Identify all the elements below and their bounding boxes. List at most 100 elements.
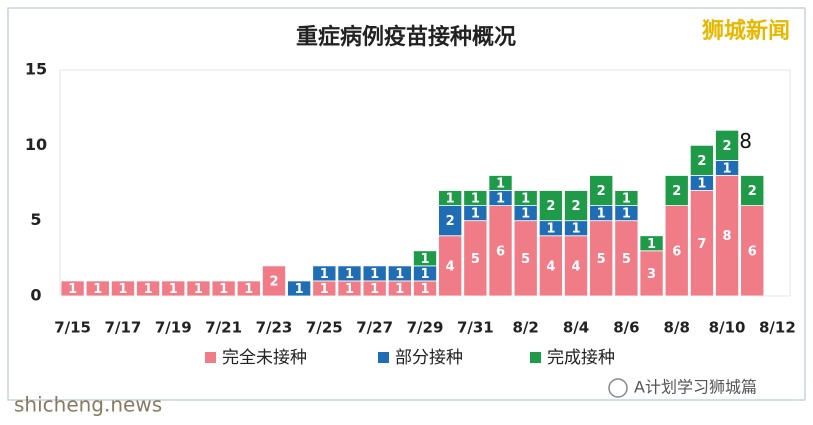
- data-label: 1: [496, 192, 505, 207]
- bar-segment: [488, 175, 513, 191]
- legend-swatch: [530, 352, 541, 363]
- y-tick-label: 10: [25, 135, 47, 154]
- data-label: 6: [496, 244, 505, 259]
- bar-segment: [60, 280, 85, 297]
- bar-segment: [161, 280, 186, 297]
- data-label: 1: [118, 282, 127, 297]
- annotation: 8: [739, 129, 752, 153]
- bar-segment: [186, 280, 211, 297]
- data-label: 2: [546, 199, 555, 214]
- data-label: 3: [647, 267, 656, 282]
- footer-site: shicheng.news: [14, 393, 162, 417]
- bar-segment: [110, 280, 135, 297]
- x-tick-label: 8/6: [613, 319, 639, 337]
- x-tick-label: 7/27: [356, 319, 393, 337]
- data-label: 4: [446, 259, 455, 274]
- data-label: 1: [169, 282, 178, 297]
- data-label: 2: [723, 139, 732, 154]
- bar-segment: [362, 265, 387, 282]
- bar-segment: [211, 280, 236, 297]
- data-label: 1: [723, 161, 732, 176]
- bar-segment: [639, 235, 664, 252]
- data-label: 5: [471, 252, 480, 267]
- x-tick-label: 8/2: [513, 319, 539, 337]
- data-label: 1: [370, 282, 379, 297]
- wechat-icon: [608, 378, 628, 398]
- x-tick-label: 7/23: [256, 319, 293, 337]
- data-label: 1: [521, 207, 530, 222]
- data-label: 2: [572, 199, 581, 214]
- legend-swatch: [378, 352, 389, 363]
- data-label: 7: [697, 237, 706, 252]
- bar-segment: [337, 265, 362, 282]
- data-label: 1: [420, 252, 429, 267]
- bar-segment: [538, 190, 563, 222]
- y-tick-label: 15: [25, 60, 47, 79]
- x-tick-label: 8/8: [664, 319, 690, 337]
- x-tick-label: 7/19: [155, 319, 192, 337]
- watermark: 狮城新闻: [702, 18, 790, 44]
- data-label: 1: [697, 177, 706, 192]
- data-label: 1: [395, 267, 404, 282]
- x-tick-label: 8/12: [759, 319, 796, 337]
- data-label: 1: [194, 282, 203, 297]
- data-label: 1: [244, 282, 253, 297]
- data-label: 1: [471, 207, 480, 222]
- legend-label: 完成接种: [547, 348, 615, 368]
- x-tick-label: 7/25: [306, 319, 343, 337]
- data-label: 2: [269, 274, 278, 289]
- legend-label: 部分接种: [395, 348, 463, 368]
- x-tick-label: 8/10: [709, 319, 746, 337]
- legend-label: 完全未接种: [222, 348, 307, 368]
- x-tick-label: 7/29: [407, 319, 444, 337]
- data-label: 8: [723, 229, 732, 244]
- data-label: 5: [597, 252, 606, 267]
- data-label: 1: [320, 267, 329, 282]
- data-label: 1: [546, 222, 555, 237]
- x-tick-label: 7/31: [457, 319, 494, 337]
- data-label: 4: [546, 259, 555, 274]
- data-label: 1: [395, 282, 404, 297]
- data-label: 2: [748, 184, 757, 199]
- data-label: 5: [521, 252, 530, 267]
- data-label: 1: [93, 282, 102, 297]
- data-label: 1: [345, 282, 354, 297]
- data-label: 1: [370, 267, 379, 282]
- bar-segment: [589, 175, 614, 206]
- data-label: 1: [521, 192, 530, 207]
- bar-segment: [715, 129, 740, 161]
- bar-segment: [513, 190, 538, 207]
- bar-segment: [614, 190, 639, 207]
- bar-segment: [136, 280, 161, 297]
- data-label: 1: [496, 177, 505, 192]
- bar-segment: [740, 175, 765, 206]
- data-label: 1: [622, 192, 631, 207]
- bar-segment: [463, 190, 488, 207]
- data-label: 2: [672, 184, 681, 199]
- data-label: 1: [446, 192, 455, 207]
- bar-segment: [564, 190, 589, 222]
- data-label: 1: [572, 222, 581, 237]
- data-label: 1: [420, 267, 429, 282]
- data-label: 5: [622, 252, 631, 267]
- bar-segment: [689, 144, 714, 176]
- chart-title: 重症病例疫苗接种概况: [296, 24, 516, 50]
- x-tick-label: 7/17: [105, 319, 142, 337]
- bar-segment: [236, 280, 261, 297]
- data-label: 1: [597, 207, 606, 222]
- bar-segment: [261, 265, 286, 297]
- data-label: 1: [219, 282, 228, 297]
- data-label: 1: [345, 267, 354, 282]
- data-label: 1: [647, 237, 656, 252]
- bar-segment: [664, 175, 689, 206]
- data-label: 4: [572, 259, 581, 274]
- data-label: 6: [672, 244, 681, 259]
- bar-segment: [85, 280, 110, 297]
- data-label: 1: [622, 207, 631, 222]
- y-tick-label: 0: [30, 286, 41, 305]
- data-label: 2: [597, 184, 606, 199]
- data-label: 1: [68, 282, 77, 297]
- footer-account: A计划学习狮城篇: [634, 378, 757, 397]
- data-label: 1: [295, 282, 304, 297]
